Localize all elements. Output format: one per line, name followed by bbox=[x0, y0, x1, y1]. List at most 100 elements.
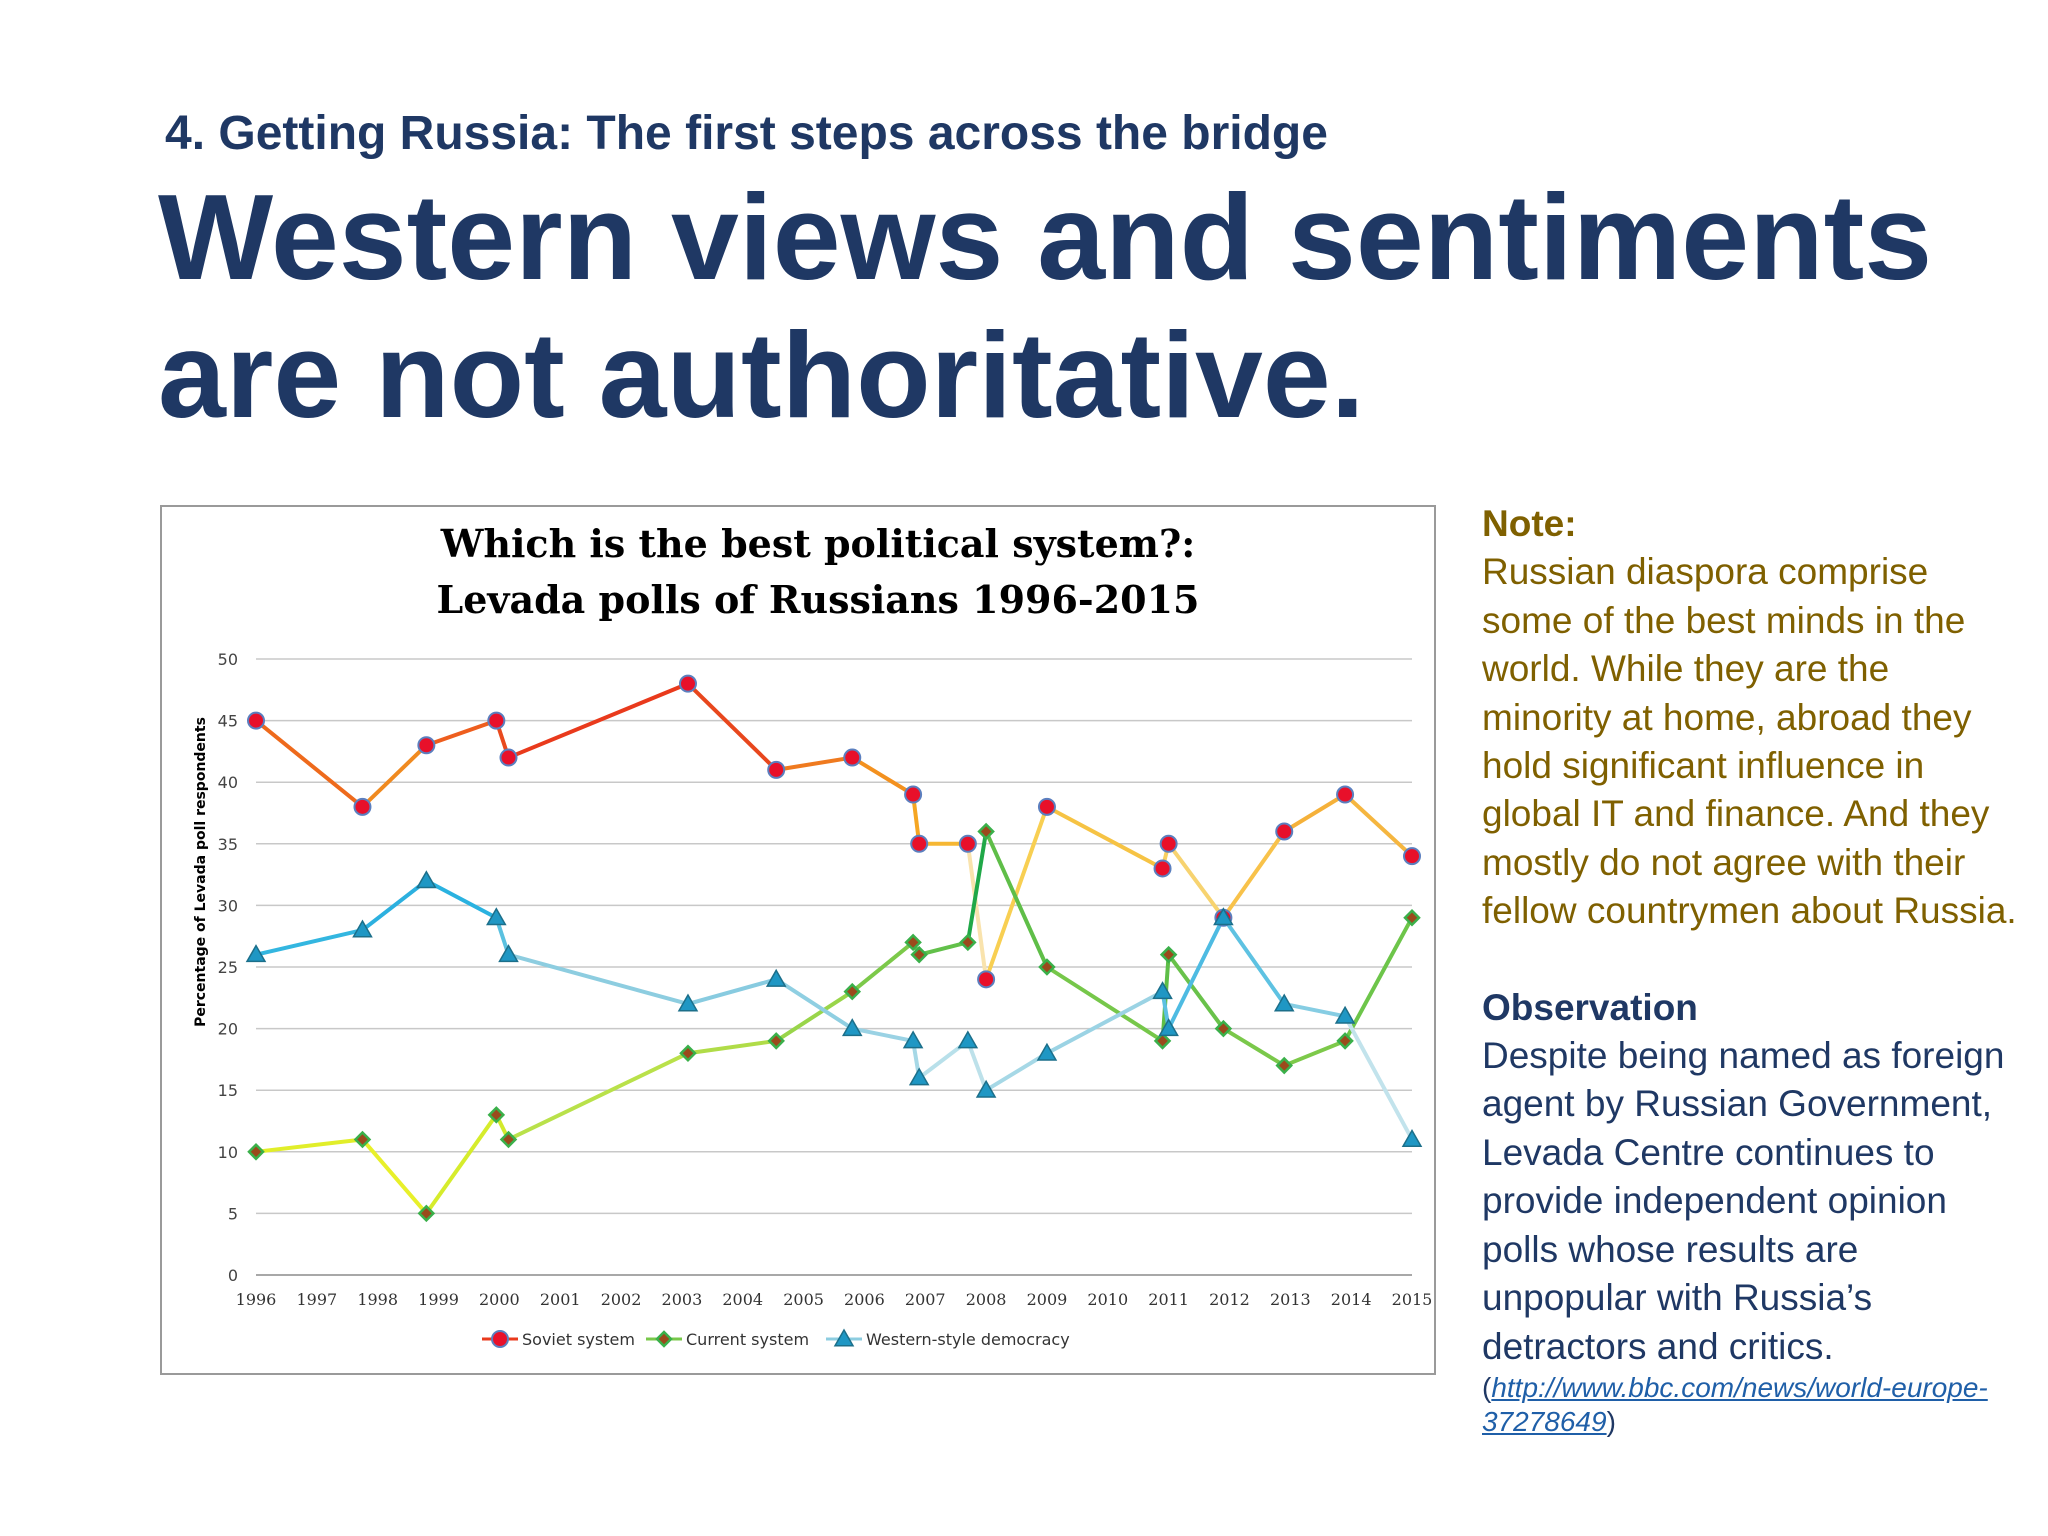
data-point-western-style-democracy bbox=[1152, 981, 1173, 1000]
note-heading: Note: bbox=[1482, 503, 1577, 544]
data-point-soviet-system bbox=[487, 711, 506, 730]
source-open-paren: ( bbox=[1482, 1371, 1492, 1403]
chart-grid bbox=[256, 658, 1412, 1276]
series-segment-current-system bbox=[254, 1137, 365, 1154]
data-point-current-system bbox=[1038, 958, 1056, 976]
data-point-soviet-system bbox=[1037, 797, 1056, 816]
y-tick-label: 20 bbox=[218, 1020, 238, 1039]
source-link[interactable]: http://www.bbc.com/news/world-europe-372… bbox=[1482, 1371, 1988, 1437]
series-segment-current-system bbox=[360, 1137, 429, 1216]
y-tick-label: 50 bbox=[218, 650, 238, 669]
data-point-current-system bbox=[1275, 1056, 1293, 1075]
series-segment-current-system bbox=[424, 1112, 499, 1216]
data-point-western-style-democracy bbox=[352, 919, 373, 938]
data-point-western-style-democracy bbox=[1334, 1005, 1356, 1024]
series-segment-soviet-system bbox=[850, 755, 916, 797]
chart-title-line-2: Levada polls of Russians 1996-2015 bbox=[437, 577, 1200, 622]
data-point-soviet-system bbox=[247, 711, 265, 730]
data-point-western-style-democracy bbox=[677, 993, 699, 1012]
series-segment-soviet-system bbox=[1166, 841, 1226, 920]
series-segment-current-system bbox=[1166, 952, 1226, 1031]
data-point-current-system bbox=[499, 1130, 518, 1149]
y-tick-label: 0 bbox=[228, 1266, 238, 1285]
series-segment-western-style-democracy bbox=[506, 952, 690, 1006]
series-segment-current-system bbox=[965, 829, 989, 945]
series-segment-western-style-democracy bbox=[1343, 1014, 1414, 1142]
y-tick-label: 30 bbox=[218, 896, 238, 915]
data-point-soviet-system bbox=[1159, 834, 1178, 853]
data-point-western-style-democracy bbox=[1273, 993, 1295, 1012]
x-tick-label: 2005 bbox=[783, 1290, 824, 1309]
y-tick-labels: 0 5 10 15 20 25 30 35 40 45 50 bbox=[218, 650, 238, 1285]
series-segment-western-style-democracy bbox=[424, 878, 499, 920]
legend-marker-soviet-system bbox=[491, 1330, 509, 1348]
data-point-western-style-democracy bbox=[975, 1079, 997, 1098]
series-segment-current-system bbox=[1282, 1038, 1348, 1068]
data-point-western-style-democracy bbox=[841, 1018, 863, 1037]
series-segment-current-system bbox=[917, 940, 970, 957]
series-segment-soviet-system bbox=[685, 681, 779, 772]
series-segment-soviet-system bbox=[1044, 804, 1165, 871]
x-tick-label: 1999 bbox=[418, 1290, 459, 1309]
data-point-western-style-democracy bbox=[1158, 1018, 1179, 1037]
slide-subtitle: 4. Getting Russia: The first steps acros… bbox=[165, 107, 1328, 160]
data-point-current-system bbox=[904, 933, 922, 952]
data-point-western-style-democracy bbox=[245, 944, 267, 963]
data-point-current-system bbox=[417, 1204, 436, 1223]
data-point-soviet-system bbox=[977, 970, 996, 989]
data-point-western-style-democracy bbox=[902, 1030, 924, 1049]
series-segment-current-system bbox=[850, 940, 916, 994]
series-segment-soviet-system bbox=[1221, 829, 1287, 920]
x-tick-label: 2011 bbox=[1148, 1290, 1189, 1309]
y-tick-label: 40 bbox=[218, 773, 238, 792]
data-point-soviet-system bbox=[1336, 785, 1355, 804]
series-segment-soviet-system bbox=[254, 718, 365, 809]
y-tick-label: 5 bbox=[228, 1204, 238, 1223]
data-point-western-style-democracy bbox=[908, 1067, 930, 1086]
data-point-current-system bbox=[679, 1044, 697, 1063]
series-segment-current-system bbox=[1343, 915, 1414, 1043]
series-segment-soviet-system bbox=[1282, 792, 1348, 834]
x-tick-label: 2000 bbox=[479, 1290, 520, 1309]
x-tick-labels: 1996 1997 1998 1999 2000 2001 2002 2003 2004 2005… bbox=[236, 1290, 1433, 1309]
y-tick-label: 15 bbox=[218, 1081, 238, 1100]
series-segment-soviet-system bbox=[1343, 792, 1414, 859]
data-point-soviet-system bbox=[767, 760, 786, 779]
legend-label-current-system: Current system bbox=[686, 1330, 809, 1349]
source-citation: (http://www.bbc.com/news/world-europe-37… bbox=[1482, 1371, 2022, 1439]
series-segment-western-style-democracy bbox=[254, 928, 365, 957]
data-point-current-system bbox=[910, 945, 928, 964]
series-segment-western-style-democracy bbox=[850, 1026, 916, 1043]
observation-heading: Observation bbox=[1482, 986, 1698, 1028]
series-segment-soviet-system bbox=[984, 804, 1049, 982]
side-panel: Note: Russian diaspora comprise some of … bbox=[1482, 500, 2022, 1439]
series-segment-western-style-democracy bbox=[774, 977, 855, 1031]
note-text: Russian diaspora comprise some of the be… bbox=[1482, 551, 2017, 932]
data-point-current-system bbox=[1159, 945, 1178, 964]
data-point-soviet-system bbox=[499, 748, 518, 767]
data-point-soviet-system bbox=[843, 748, 862, 767]
data-point-current-system bbox=[1153, 1032, 1172, 1050]
data-point-western-style-democracy bbox=[498, 944, 519, 963]
series-segment-current-system bbox=[1044, 965, 1165, 1043]
y-tick-label: 25 bbox=[218, 958, 238, 977]
x-tick-label: 2007 bbox=[905, 1290, 946, 1309]
x-tick-label: 2012 bbox=[1209, 1290, 1250, 1309]
chart-legend: Soviet system Current system Western-style… bbox=[482, 1328, 1070, 1349]
data-point-current-system bbox=[767, 1032, 785, 1050]
data-point-current-system bbox=[247, 1143, 265, 1161]
data-point-western-style-democracy bbox=[1036, 1042, 1058, 1061]
series-segment-western-style-democracy bbox=[1282, 1001, 1348, 1019]
legend-marker-western-style-democracy bbox=[833, 1328, 855, 1347]
data-point-soviet-system bbox=[678, 674, 697, 693]
headline-line-1: Western views and sentiments bbox=[158, 169, 1933, 305]
data-point-soviet-system bbox=[353, 797, 372, 816]
x-tick-label: 1998 bbox=[357, 1290, 398, 1309]
data-point-current-system bbox=[959, 933, 977, 952]
headline-line-2: are not authoritative. bbox=[158, 307, 1365, 443]
x-tick-label: 2001 bbox=[540, 1290, 581, 1309]
legend-label-western-style-democracy: Western-style democracy bbox=[866, 1330, 1070, 1349]
slide-headline: Western views and sentiments are not aut… bbox=[158, 168, 2038, 444]
data-point-current-system bbox=[1214, 1019, 1233, 1038]
series-segment-soviet-system bbox=[965, 841, 989, 982]
